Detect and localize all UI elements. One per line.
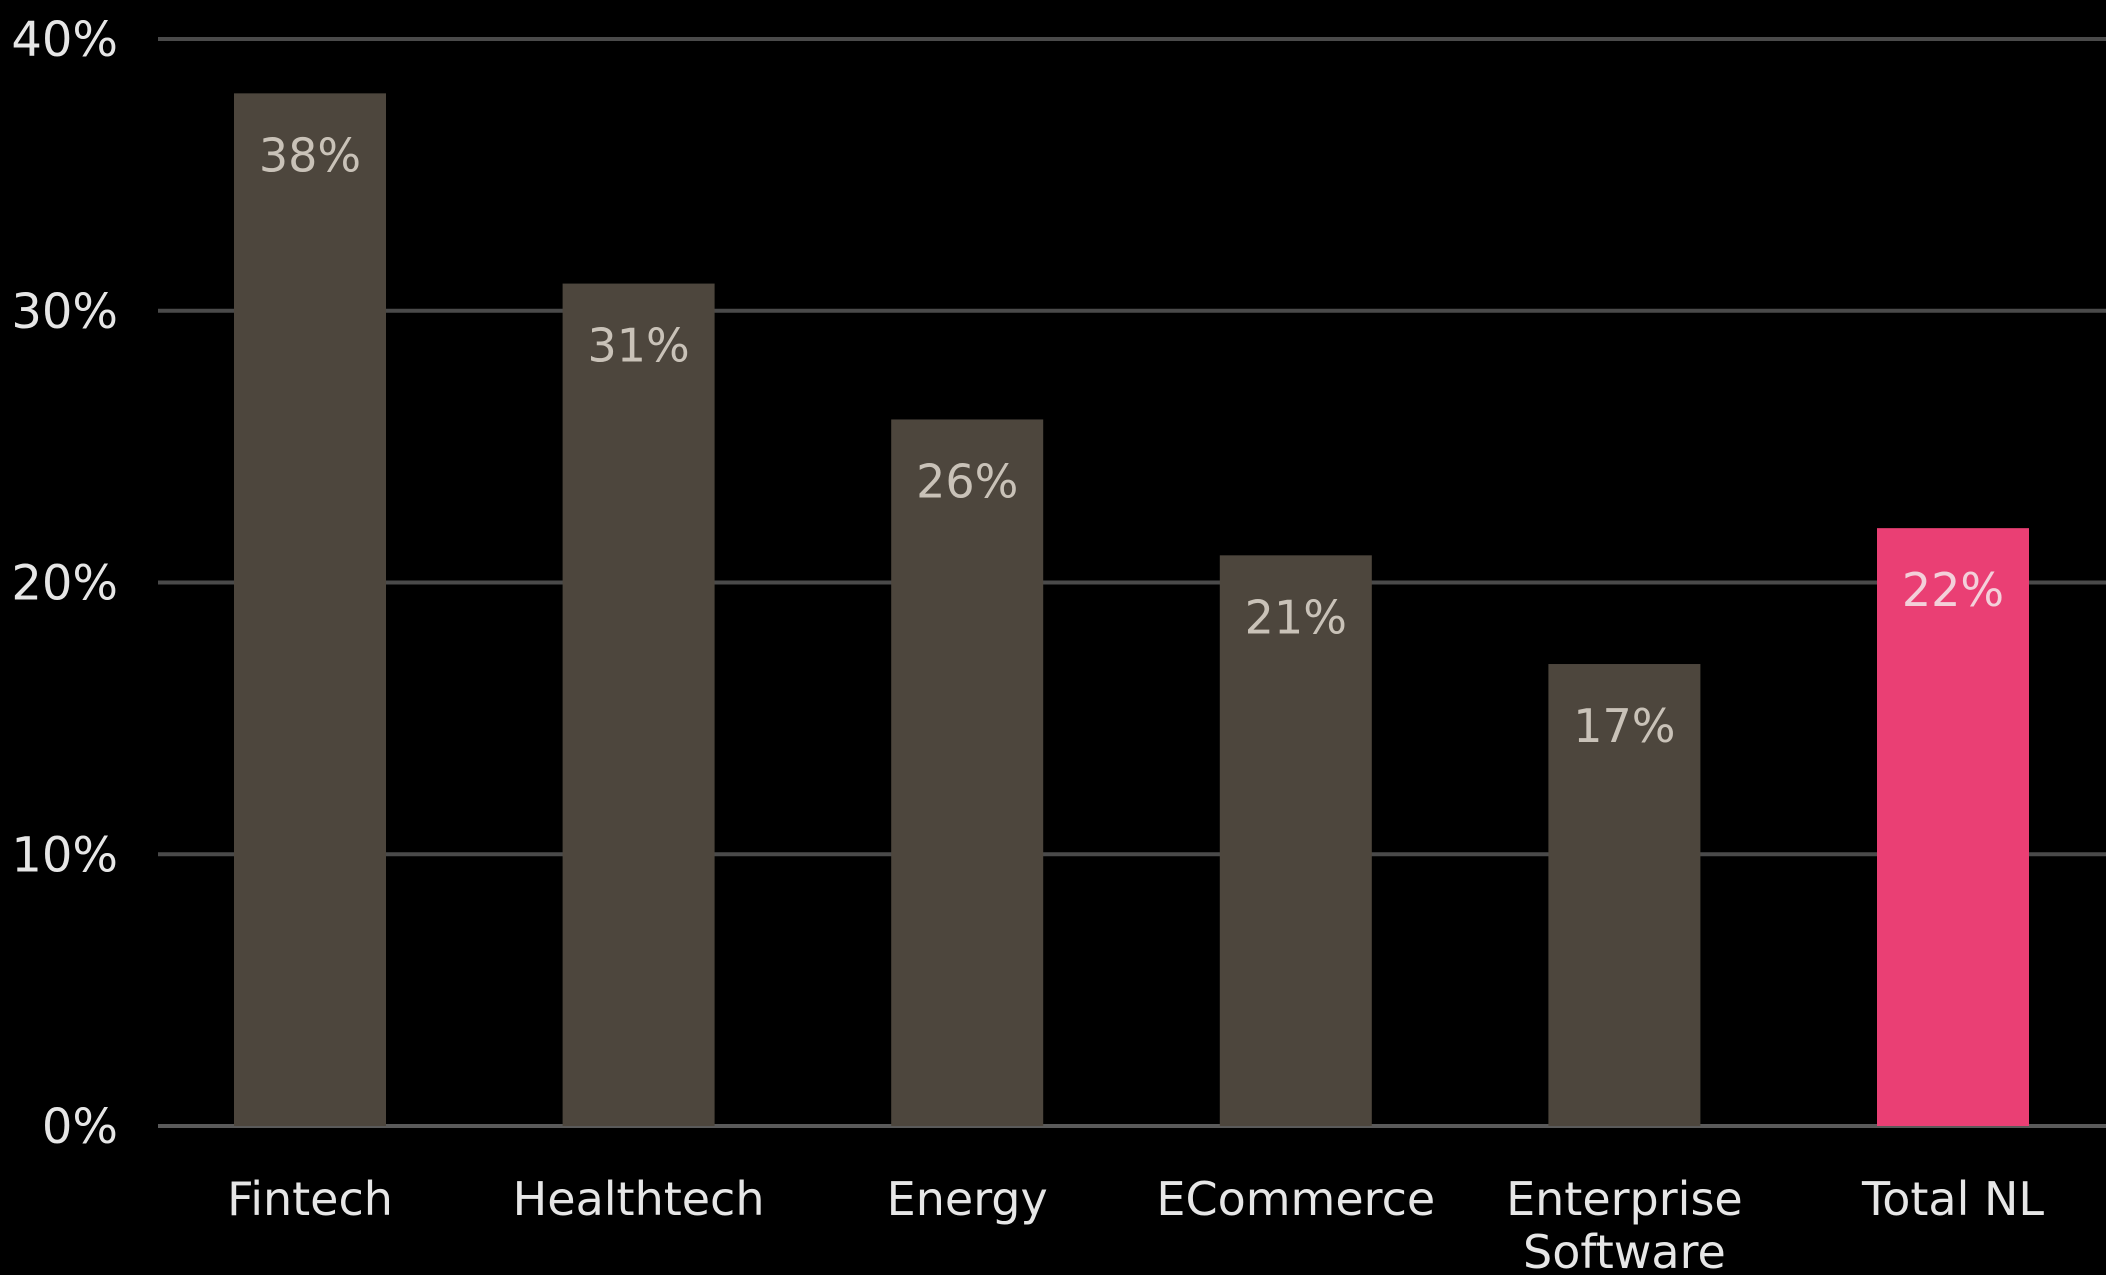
bar-value-label: 38% [259,128,361,182]
y-tick-label: 10% [11,827,118,883]
y-tick-label: 30% [11,284,118,340]
x-axis-category-labels: Fintech Healthtech Energy ECommerce Enterpri… [227,1172,2044,1275]
y-tick-label: 40% [11,12,118,68]
bar-highlight [1877,528,2029,1126]
x-category-label: Energy [887,1172,1048,1226]
y-tick-label: 20% [11,556,118,612]
x-category-label: Healthtech [513,1172,765,1226]
x-category-label: Software [1523,1225,1726,1275]
bar-value-label: 22% [1902,563,2004,617]
bars [234,93,2029,1126]
x-category-label: ECommerce [1156,1172,1435,1226]
bar-value-label: 17% [1573,699,1675,753]
y-axis-tick-labels: 0% 10% 20% 30% 40% [11,12,118,1155]
x-category-label: Enterprise [1506,1172,1743,1226]
bar-value-label: 26% [916,454,1018,508]
y-tick-label: 0% [42,1099,118,1155]
bar-value-labels: 38% 31% 26% 21% 17% 22% [259,128,2004,753]
bar [891,419,1043,1126]
x-category-label: Total NL [1861,1172,2044,1226]
gridlines [158,39,2106,1126]
bar-value-label: 31% [587,319,689,373]
bar [563,284,715,1126]
bar [234,93,386,1126]
x-category-label: Fintech [227,1172,393,1226]
bar-value-label: 21% [1245,590,1347,644]
